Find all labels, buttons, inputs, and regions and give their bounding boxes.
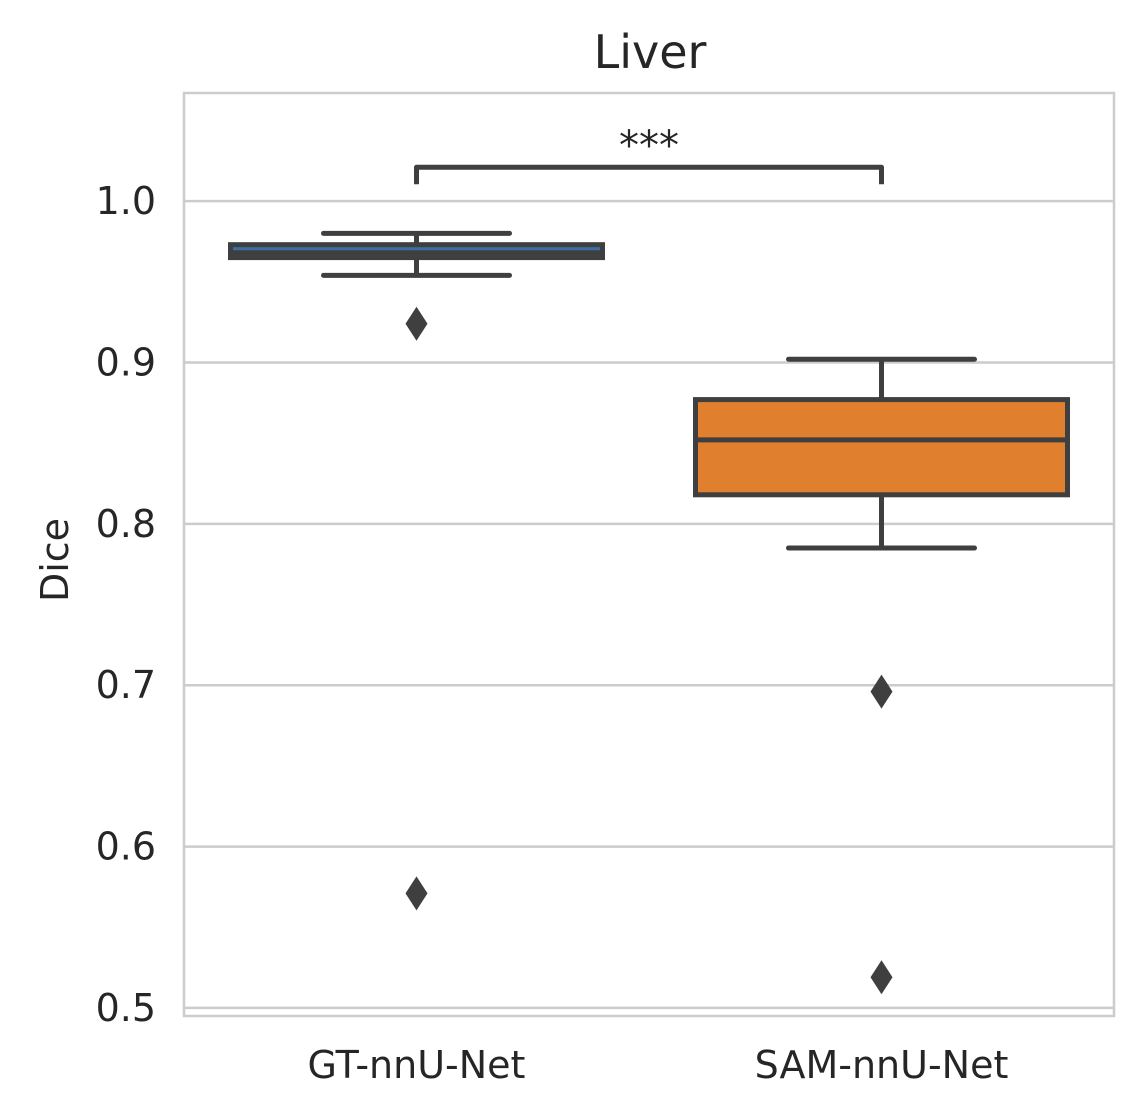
x-tick-label: SAM-nnU-Net <box>755 1043 1009 1087</box>
box-iqr <box>693 397 1070 498</box>
significance-bracket <box>414 164 884 185</box>
y-axis-label: Dice <box>33 518 77 602</box>
outlier-point <box>870 960 893 995</box>
y-tick-labels: 0.5 0.6 0.7 0.8 0.9 1.0 <box>96 179 156 1030</box>
x-tick-label: GT-nnU-Net <box>308 1043 526 1087</box>
boxes-layer <box>228 230 1070 995</box>
x-tick-labels: GT-nnU-Net SAM-nnU-Net <box>308 1043 1009 1087</box>
y-tick-label: 1.0 <box>96 179 156 223</box>
significance-label: *** <box>619 123 679 169</box>
outlier-point <box>405 876 428 911</box>
outlier-point <box>870 674 893 709</box>
y-tick-label: 0.5 <box>96 986 156 1030</box>
outlier-point <box>405 306 428 341</box>
plot-frame <box>182 91 1116 1018</box>
y-tick-label: 0.6 <box>96 825 156 869</box>
significance-annotation: *** <box>414 123 884 185</box>
y-tick-label: 0.9 <box>96 340 156 384</box>
chart-title: Liver <box>594 25 707 79</box>
y-tick-label: 0.7 <box>96 663 156 707</box>
y-tick-label: 0.8 <box>96 502 156 546</box>
box-group <box>693 356 1070 995</box>
box-group <box>228 230 605 911</box>
grid-layer <box>184 199 1114 1010</box>
